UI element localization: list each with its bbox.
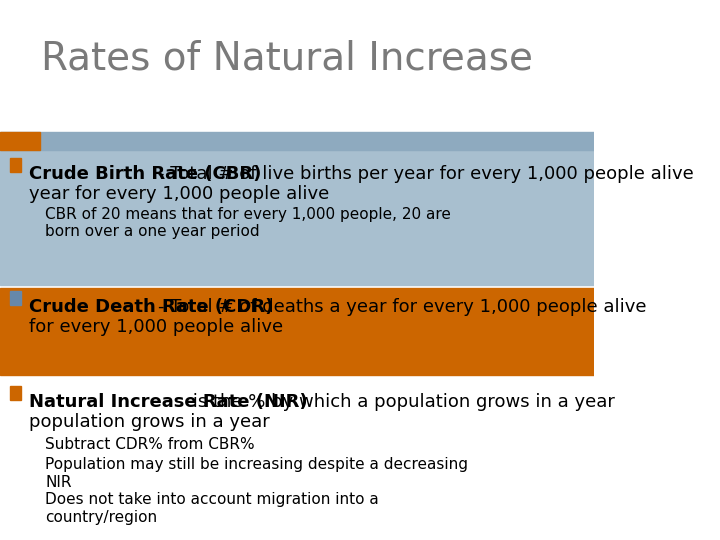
Bar xyxy=(0,132,40,150)
Text: Population may still be increasing despite a decreasing: Population may still be increasing despi… xyxy=(45,457,469,472)
Text: is the % by which a population grows in a year: is the % by which a population grows in … xyxy=(187,393,615,411)
Bar xyxy=(10,291,22,305)
Text: Does not take into account migration into a: Does not take into account migration int… xyxy=(45,492,379,507)
Text: Subtract CDR% from CBR%: Subtract CDR% from CBR% xyxy=(45,437,255,452)
Text: - Total # of deaths a year for every 1,000 people alive: - Total # of deaths a year for every 1,0… xyxy=(158,298,647,316)
Bar xyxy=(0,142,594,285)
Bar xyxy=(33,447,40,456)
Bar xyxy=(33,482,40,491)
Text: country/region: country/region xyxy=(45,510,158,525)
Text: Crude Birth Rate (CBR): Crude Birth Rate (CBR) xyxy=(29,165,261,183)
Text: CBR of 20 means that for every 1,000 people, 20 are
born over a one year period: CBR of 20 means that for every 1,000 peo… xyxy=(45,207,451,239)
Text: population grows in a year: population grows in a year xyxy=(29,413,269,431)
Text: year for every 1,000 people alive: year for every 1,000 people alive xyxy=(29,185,329,203)
Text: - Total # of live births per year for every 1,000 people alive: - Total # of live births per year for ev… xyxy=(158,165,693,183)
Bar xyxy=(10,386,22,400)
Bar xyxy=(0,132,594,150)
Text: Crude Death Rate (CDR): Crude Death Rate (CDR) xyxy=(29,298,274,316)
Text: for every 1,000 people alive: for every 1,000 people alive xyxy=(29,318,283,336)
Text: Rates of Natural Increase: Rates of Natural Increase xyxy=(41,40,534,78)
Text: NIR: NIR xyxy=(45,475,72,490)
Bar xyxy=(0,288,594,375)
Bar xyxy=(33,427,40,436)
Text: Natural Increase Rate (NIR): Natural Increase Rate (NIR) xyxy=(29,393,307,411)
Bar xyxy=(10,158,22,172)
